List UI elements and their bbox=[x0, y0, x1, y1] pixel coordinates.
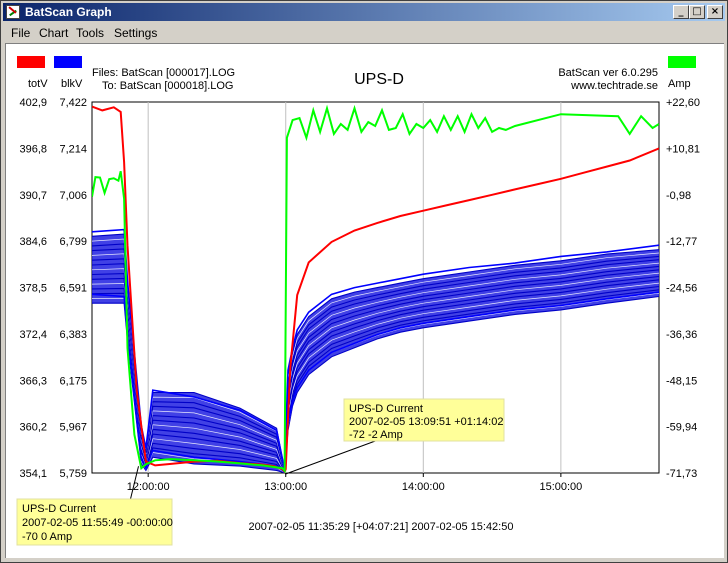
cursor-tooltip bbox=[343, 398, 505, 442]
y-axis-totv: 402,9 396,8 390,7 384,6 378,5 372,4 366,3 360,2… bbox=[19, 97, 47, 480]
y-tick-amp: -71,73 bbox=[666, 468, 697, 480]
y-tick-blkv: 5,759 bbox=[59, 468, 87, 480]
y-tick-amp: +22,60 bbox=[666, 97, 700, 109]
chart-title: UPS-D bbox=[354, 71, 404, 88]
x-tick-label: 13:00:00 bbox=[264, 481, 307, 493]
close-button[interactable]: × bbox=[707, 5, 723, 19]
x-tick-label: 14:00:00 bbox=[402, 481, 445, 493]
y-tick-totv: 384,6 bbox=[19, 236, 47, 248]
graph-area: totV blkV Amp Files: BatScan [000017].LO… bbox=[5, 43, 724, 558]
series-blkv-outlier-string bbox=[92, 291, 659, 473]
series-amp-line bbox=[92, 104, 659, 473]
legend-swatch-blkv bbox=[54, 56, 82, 68]
y-tick-amp: -36,36 bbox=[666, 329, 697, 341]
website-text: www.techtrade.se bbox=[570, 80, 658, 92]
legend-label-blkv: blkV bbox=[61, 78, 83, 90]
y-tick-totv: 378,5 bbox=[19, 283, 47, 295]
y-tick-amp: -48,15 bbox=[666, 375, 697, 387]
start-tooltip-line3: -70 0 Amp bbox=[22, 531, 72, 543]
x-tick-label: 15:00:00 bbox=[539, 481, 582, 493]
legend-swatch-totv bbox=[17, 56, 45, 68]
y-tick-blkv: 6,591 bbox=[59, 283, 87, 295]
y-tick-amp: -24,56 bbox=[666, 283, 697, 295]
start-tooltip bbox=[16, 498, 173, 546]
cursor-tooltip-line2: 2007-02-05 13:09:51 +01:14:02 bbox=[349, 416, 503, 428]
y-axis-amp: +22,60 +10,81 -0,98 -12,77 -24,56 -36,36 -48,1… bbox=[666, 97, 700, 480]
menu-file[interactable]: File bbox=[11, 26, 31, 40]
chart-svg[interactable]: totV blkV Amp Files: BatScan [000017].LO… bbox=[6, 44, 724, 558]
y-tick-blkv: 7,422 bbox=[59, 97, 87, 109]
y-tick-blkv: 7,006 bbox=[59, 190, 87, 202]
start-leader-line bbox=[129, 466, 139, 502]
files-from: Files: BatScan [000017].LOG bbox=[92, 67, 235, 79]
series-blkv-string bbox=[92, 295, 659, 473]
minimize-button[interactable]: _ bbox=[673, 5, 689, 19]
y-tick-amp: -0,98 bbox=[666, 190, 691, 202]
annotation-layer: UPS-D Current 2007-02-05 11:55:49 -00:00… bbox=[16, 398, 505, 546]
maximize-button[interactable]: □ bbox=[689, 5, 705, 19]
legend-swatch-amp bbox=[668, 56, 696, 68]
menu-chart[interactable]: Chart bbox=[39, 26, 69, 40]
y-axis-blkv: 7,422 7,214 7,006 6,799 6,591 6,383 6,175 5,967… bbox=[59, 97, 87, 480]
cursor-tooltip-line1: UPS-D Current bbox=[349, 403, 423, 415]
window-title: BatScan Graph bbox=[25, 5, 112, 19]
y-tick-amp: -59,94 bbox=[666, 422, 697, 434]
y-tick-totv: 402,9 bbox=[19, 97, 47, 109]
legend-label-amp: Amp bbox=[668, 78, 691, 90]
series-totv-line bbox=[92, 105, 659, 473]
start-tooltip-line2: 2007-02-05 11:55:49 -00:00:00 bbox=[22, 517, 173, 529]
app-icon[interactable] bbox=[6, 5, 20, 19]
y-tick-totv: 360,2 bbox=[19, 422, 47, 434]
menu-tools[interactable]: Tools bbox=[76, 26, 105, 40]
y-tick-totv: 366,3 bbox=[19, 375, 47, 387]
menu-settings[interactable]: Settings bbox=[114, 26, 158, 40]
title-bar[interactable]: BatScan Graph _ □ × bbox=[3, 3, 725, 21]
y-tick-totv: 396,8 bbox=[19, 143, 47, 155]
y-tick-blkv: 6,175 bbox=[59, 375, 87, 387]
y-tick-totv: 372,4 bbox=[19, 329, 47, 341]
series-blkv-outlier-string bbox=[92, 228, 659, 470]
y-tick-blkv: 7,214 bbox=[59, 143, 87, 155]
y-tick-totv: 390,7 bbox=[19, 190, 47, 202]
x-axis: 12:00:00 13:00:00 14:00:00 15:00:00 bbox=[127, 473, 582, 493]
x-tick-label: 12:00:00 bbox=[127, 481, 170, 493]
y-tick-blkv: 6,799 bbox=[59, 236, 87, 248]
files-to: To: BatScan [000018].LOG bbox=[102, 80, 233, 92]
y-tick-totv: 354,1 bbox=[19, 468, 47, 480]
y-tick-blkv: 5,967 bbox=[59, 422, 87, 434]
version-text: BatScan ver 6.0.295 bbox=[558, 67, 658, 79]
series-blkv-band bbox=[92, 234, 659, 473]
y-tick-amp: +10,81 bbox=[666, 143, 700, 155]
start-tooltip-line1: UPS-D Current bbox=[22, 503, 96, 515]
menu-bar: File Chart Tools Settings bbox=[3, 23, 725, 42]
legend-label-totv: totV bbox=[28, 78, 48, 90]
cursor-leader-line bbox=[285, 439, 379, 475]
time-range-footer: 2007-02-05 11:35:29 [+04:07:21] 2007-02-… bbox=[249, 521, 514, 533]
cursor-tooltip-line3: -72 -2 Amp bbox=[349, 429, 403, 441]
series-layer bbox=[92, 104, 659, 473]
y-tick-amp: -12,77 bbox=[666, 236, 697, 248]
y-tick-blkv: 6,383 bbox=[59, 329, 87, 341]
